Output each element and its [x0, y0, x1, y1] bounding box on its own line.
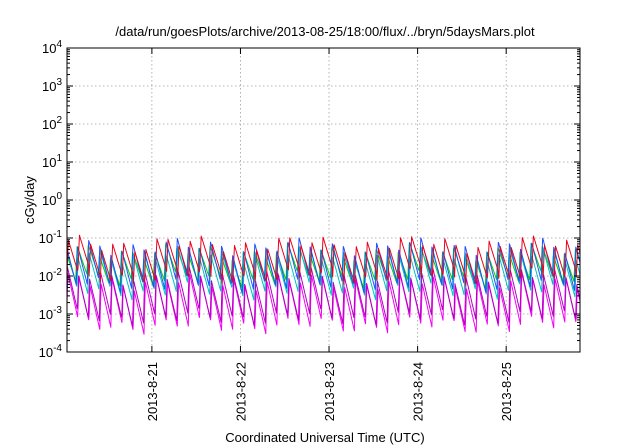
- y-tick-label: 104: [42, 39, 62, 56]
- x-tick-label: 2013-8-24: [411, 362, 426, 421]
- series-line: [66, 237, 581, 294]
- x-tick-label: 2013-8-23: [322, 362, 337, 421]
- y-tick-label: 101: [42, 153, 62, 170]
- plot-area: [66, 234, 581, 335]
- series-line: [66, 266, 581, 327]
- x-tick-label: 2013-8-21: [145, 362, 160, 421]
- x-tick-label: 2013-8-25: [499, 362, 514, 421]
- y-tick-label: 102: [42, 115, 62, 132]
- y-tick-label: 10-4: [39, 343, 63, 360]
- y-tick-label: 10-1: [39, 229, 63, 246]
- y-tick-label: 10-2: [39, 267, 63, 284]
- y-tick-label: 10-3: [39, 305, 63, 322]
- series-line: [66, 234, 581, 286]
- chart-title: /data/run/goesPlots/archive/2013-08-25/1…: [115, 24, 535, 39]
- x-tick-label: 2013-8-22: [233, 362, 248, 421]
- y-axis-label: cGy/day: [22, 176, 37, 224]
- y-tick-label: 100: [42, 191, 62, 208]
- x-axis-ticks: 2013-8-21 2013-8-22 2013-8-23 2013-8-24 2013…: [145, 48, 514, 421]
- x-axis-label: Coordinated Universal Time (UTC): [225, 430, 424, 445]
- y-tick-label: 103: [42, 77, 62, 94]
- y-axis-ticks: 10-4 10-3 10-2 10-1 100 101 102 103 104: [39, 39, 580, 360]
